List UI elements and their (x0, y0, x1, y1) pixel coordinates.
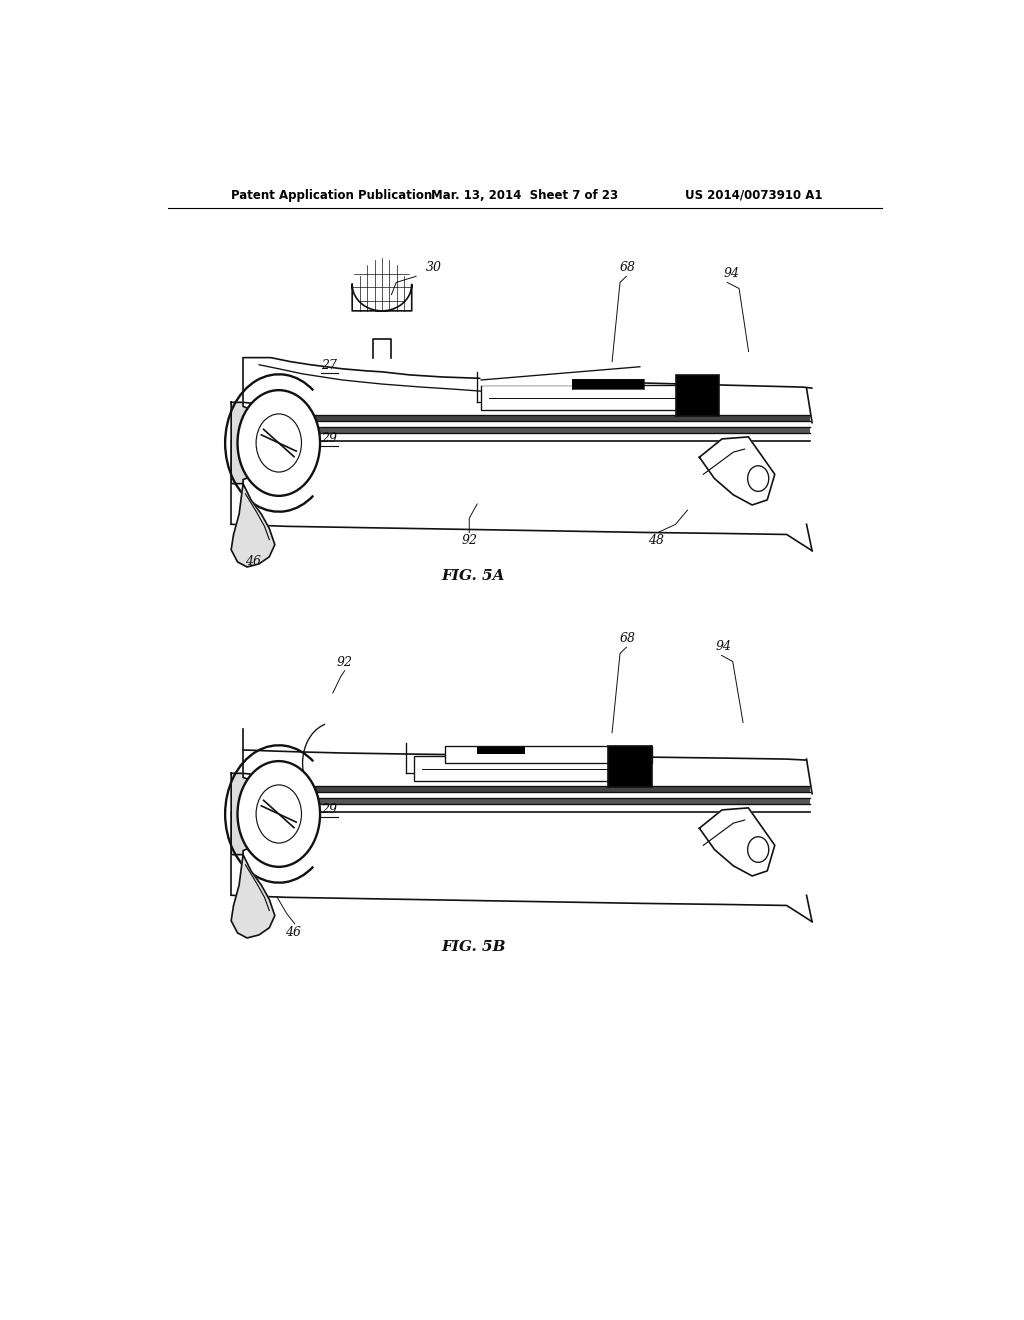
Polygon shape (231, 483, 274, 568)
Text: 29: 29 (321, 803, 337, 816)
Text: US 2014/0073910 A1: US 2014/0073910 A1 (685, 189, 822, 202)
Text: 92: 92 (461, 535, 477, 548)
Polygon shape (481, 364, 655, 385)
Text: 29: 29 (321, 432, 337, 445)
Text: FIG. 5B: FIG. 5B (441, 940, 506, 954)
Text: 94: 94 (715, 640, 731, 653)
Polygon shape (231, 854, 274, 939)
Text: 46: 46 (285, 925, 301, 939)
Polygon shape (231, 403, 259, 483)
Bar (676, 375, 719, 416)
Text: 46: 46 (246, 554, 261, 568)
Polygon shape (699, 437, 775, 506)
Text: 92: 92 (337, 656, 352, 669)
Bar (231, 426, 811, 433)
Text: Patent Application Publication: Patent Application Publication (231, 189, 432, 202)
Text: 30: 30 (426, 261, 441, 275)
Circle shape (238, 762, 321, 867)
Bar (481, 385, 691, 411)
Bar (231, 414, 811, 421)
Text: 48: 48 (648, 535, 664, 548)
Text: 68: 68 (620, 632, 636, 645)
Bar (414, 756, 624, 781)
Polygon shape (352, 284, 412, 312)
Bar (477, 747, 525, 754)
Polygon shape (699, 808, 775, 876)
Bar (572, 379, 644, 389)
Bar (231, 797, 811, 804)
Bar (608, 746, 651, 787)
Text: FIG. 5A: FIG. 5A (441, 569, 505, 583)
Text: 27: 27 (321, 359, 337, 372)
Bar (445, 746, 652, 763)
Text: 68: 68 (620, 261, 636, 275)
Circle shape (238, 391, 321, 496)
Text: 94: 94 (723, 268, 739, 280)
Text: Mar. 13, 2014  Sheet 7 of 23: Mar. 13, 2014 Sheet 7 of 23 (431, 189, 618, 202)
Polygon shape (231, 774, 259, 854)
Bar (231, 785, 811, 792)
